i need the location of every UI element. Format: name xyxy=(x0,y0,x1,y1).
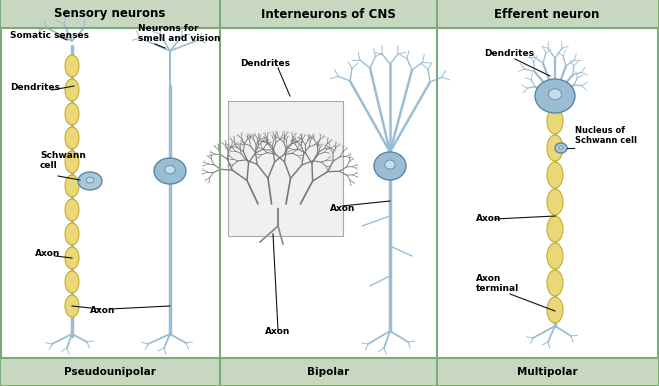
Ellipse shape xyxy=(65,199,79,221)
Ellipse shape xyxy=(165,166,175,174)
Text: Multipolar: Multipolar xyxy=(517,367,577,377)
Ellipse shape xyxy=(65,223,79,245)
Ellipse shape xyxy=(547,135,563,161)
Text: Axon: Axon xyxy=(265,327,291,336)
Ellipse shape xyxy=(547,189,563,215)
Ellipse shape xyxy=(65,247,79,269)
Text: Interneurons of CNS: Interneurons of CNS xyxy=(260,7,395,20)
Text: Dendrites: Dendrites xyxy=(10,83,60,92)
Text: Efferent neuron: Efferent neuron xyxy=(494,7,600,20)
Ellipse shape xyxy=(78,172,102,190)
Ellipse shape xyxy=(65,55,79,77)
Ellipse shape xyxy=(559,146,563,149)
Text: Nucleus of
Schwann cell: Nucleus of Schwann cell xyxy=(575,125,637,145)
Bar xyxy=(228,101,343,236)
Text: Axon: Axon xyxy=(330,204,355,213)
Ellipse shape xyxy=(555,143,567,153)
Text: Somatic senses: Somatic senses xyxy=(10,31,89,40)
Ellipse shape xyxy=(65,103,79,125)
Ellipse shape xyxy=(65,127,79,149)
Text: Bipolar: Bipolar xyxy=(307,367,349,377)
Ellipse shape xyxy=(548,89,561,100)
Ellipse shape xyxy=(547,243,563,269)
Ellipse shape xyxy=(547,216,563,242)
Ellipse shape xyxy=(385,160,395,169)
Ellipse shape xyxy=(547,297,563,323)
Text: Sensory neurons: Sensory neurons xyxy=(54,7,165,20)
Ellipse shape xyxy=(65,175,79,197)
Ellipse shape xyxy=(86,177,94,183)
Ellipse shape xyxy=(154,158,186,184)
Text: Axon: Axon xyxy=(90,306,115,315)
Ellipse shape xyxy=(65,79,79,101)
Text: Axon: Axon xyxy=(476,214,501,223)
Ellipse shape xyxy=(374,152,406,180)
Text: Axon: Axon xyxy=(35,249,61,258)
Text: Pseudounipolar: Pseudounipolar xyxy=(64,367,156,377)
Ellipse shape xyxy=(65,151,79,173)
Ellipse shape xyxy=(547,162,563,188)
Ellipse shape xyxy=(65,271,79,293)
Text: Axon
terminal: Axon terminal xyxy=(476,274,519,293)
Bar xyxy=(1,358,658,385)
Ellipse shape xyxy=(65,295,79,317)
Ellipse shape xyxy=(535,79,575,113)
Text: Dendrites: Dendrites xyxy=(484,49,534,58)
Bar xyxy=(1,0,658,28)
Text: Neurons for
smell and vision: Neurons for smell and vision xyxy=(138,24,221,43)
Ellipse shape xyxy=(547,108,563,134)
Text: Dendrites: Dendrites xyxy=(240,59,290,68)
Text: Schwann
cell: Schwann cell xyxy=(40,151,86,170)
Ellipse shape xyxy=(547,270,563,296)
